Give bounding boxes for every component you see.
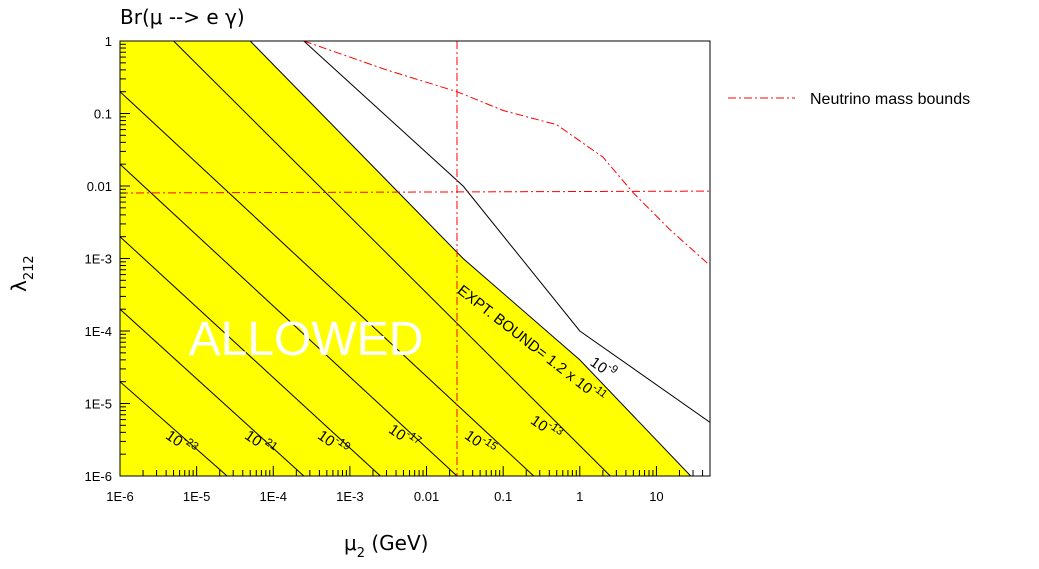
contour-line-19 xyxy=(120,236,381,476)
y-axis-title-sub: 212 xyxy=(22,255,37,280)
legend-label-neutrino: Neutrino mass bounds xyxy=(810,91,970,108)
contour-label-15: 10-15 xyxy=(461,425,499,460)
x-axis-title-unit: (GeV) xyxy=(365,531,428,555)
contour-label-base-17: 10 xyxy=(385,421,408,444)
y-tick-label: 1 xyxy=(105,34,112,49)
y-tick-label: 1E-3 xyxy=(85,252,112,267)
contour-label-base-15: 10 xyxy=(461,427,484,450)
allowed-label: ALLOWED xyxy=(189,313,424,366)
x-axis-title-main: μ xyxy=(344,531,357,555)
contour-label-base-13: 10 xyxy=(527,412,550,435)
allowed-region xyxy=(120,41,691,476)
y-tick-label: 1E-5 xyxy=(85,397,112,412)
y-tick-label: 1E-4 xyxy=(85,324,112,339)
neutrino-bound-curve xyxy=(303,41,710,266)
x-tick-label: 10 xyxy=(649,489,663,504)
x-axis-title-sub: 2 xyxy=(357,546,365,561)
x-tick-label: 0.1 xyxy=(494,489,512,504)
x-tick-label: 1 xyxy=(576,489,583,504)
contour-line-17 xyxy=(120,163,458,476)
x-tick-label: 1E-5 xyxy=(183,489,210,504)
contour-line-13 xyxy=(173,41,611,476)
y-tick-label: 1E-6 xyxy=(85,469,112,484)
contour-line-15 xyxy=(120,91,535,476)
y-tick-label: 0.1 xyxy=(94,107,112,122)
y-axis: 1 0.1 0.01 1E-3 1E-4 1E-5 1E-6 xyxy=(85,34,130,484)
contour-label-base-9: 10 xyxy=(587,354,610,377)
chart-title: Br(μ --> e γ) xyxy=(120,5,245,29)
contour-line-21 xyxy=(120,308,305,476)
x-tick-label: 0.01 xyxy=(414,489,439,504)
legend: Neutrino mass bounds xyxy=(728,91,970,108)
contour-label-base-19: 10 xyxy=(314,427,337,450)
expt-bound-line xyxy=(249,41,692,476)
y-tick-label: 0.01 xyxy=(87,179,112,194)
contour-line-9 xyxy=(303,41,710,423)
x-tick-label: 1E-6 xyxy=(106,489,133,504)
plot-area: 10-23 10-21 10-19 10-17 10-1510-1310-9EXPT. … xyxy=(119,40,711,477)
x-axis: 1E-6 1E-5 1E-4 1E-3 0.01 0.1 1 10 xyxy=(106,466,711,504)
x-tick-label: 1E-3 xyxy=(336,489,363,504)
y-axis-title-main: λ xyxy=(7,280,31,292)
contour-label-base-23: 10 xyxy=(162,427,185,450)
neutrino-bound-horizontal xyxy=(120,190,710,194)
contour-line-23 xyxy=(120,381,228,476)
x-tick-label: 1E-4 xyxy=(260,489,287,504)
contour-lines xyxy=(120,41,710,476)
x-axis-title: μ2 (GeV) xyxy=(344,531,428,561)
contour-label-base-21: 10 xyxy=(241,427,264,450)
y-axis-title: λ212 xyxy=(7,255,37,292)
